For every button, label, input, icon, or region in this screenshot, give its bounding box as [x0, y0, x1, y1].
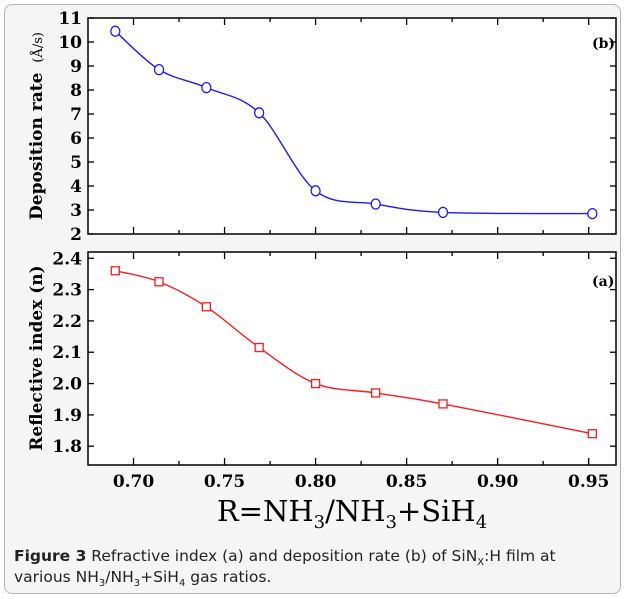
panel-a-x-ticks: 0.70 0.75 0.80 0.85 0.90 0.95	[113, 252, 609, 492]
panel-b-data-point	[153, 63, 165, 76]
panel-a-y-ticks: 1.8 1.9 2.0 2.1 2.2 2.3 2.4	[52, 249, 616, 457]
panel-b-y-tick-label: 11	[58, 9, 82, 29]
x-axis-title-part2: /NH	[325, 494, 385, 528]
panel-a-y-tick-label: 2.3	[52, 281, 82, 301]
x-tick-label: 0.95	[568, 472, 609, 492]
panel-a: 1.81.92.02.12.22.32.4 0.70 0.75 0.80 0.85 0.…	[27, 249, 617, 492]
caption-text-3: /NH	[105, 568, 134, 586]
x-axis-title-part1: R=NH	[217, 494, 314, 528]
x-axis-title-sub3: 4	[476, 512, 487, 533]
panel-a-data-point	[438, 399, 448, 409]
x-axis-title-sub1: 3	[314, 512, 325, 533]
panel-b-data-point	[587, 207, 598, 220]
panel-b-y-axis-title-main: Deposition rate	[27, 72, 47, 220]
x-tick-label: 0.80	[295, 472, 337, 492]
x-tick-label: 0.70	[113, 472, 155, 492]
figure-caption: Figure 3 Refractive index (a) and deposi…	[14, 546, 614, 590]
caption-text-2: :H film at various NH	[14, 547, 556, 586]
panel-a-data-point	[310, 378, 321, 389]
panel-b: 2 3 4 5 6 7 8 9 10 11 (b) Deposition rate (Å/s)	[27, 9, 617, 245]
panel-b-plot-area	[87, 17, 617, 235]
caption-sub-b: 3	[133, 578, 141, 590]
panel-b-y-tick-label: 3	[70, 201, 82, 221]
caption-text-1: Refractive index (a) and deposition rate…	[86, 547, 478, 565]
caption-text-5: gas ratios.	[185, 568, 272, 586]
panel-a-y-tick-label: 1.8	[52, 437, 82, 457]
panel-a-data-points	[110, 266, 597, 439]
panel-b-data-point	[310, 185, 321, 197]
panel-b-data-point	[201, 81, 212, 94]
panel-a-y-tick-label: 2.4	[52, 249, 82, 269]
panel-a-data-point	[587, 429, 597, 439]
panel-b-y-tick-label: 6	[70, 129, 82, 149]
panel-b-data-point	[437, 206, 449, 219]
x-axis-title-part3: +SiH	[397, 494, 476, 528]
caption-label: Figure 3	[14, 547, 87, 565]
panel-a-label: (a)	[592, 274, 614, 290]
panel-a-series-line	[115, 270, 593, 435]
x-axis-title-sub2: 3	[386, 512, 397, 533]
panel-b-data-point	[370, 198, 381, 210]
x-tick-label: 0.85	[386, 472, 427, 492]
x-tick-label: 0.90	[477, 472, 519, 492]
x-axis-title: R=NH3/NH3+SiH4	[217, 494, 487, 533]
panel-b-y-tick-label: 7	[70, 105, 82, 125]
panel-a-y-tick-label: 1.9	[52, 406, 82, 426]
caption-sub-c: 4	[178, 578, 186, 590]
panel-a-y-axis-title: Reflective index (n)	[27, 265, 47, 450]
panel-a-data-point	[371, 388, 381, 398]
panel-b-x-ticks	[132, 18, 590, 234]
panel-b-y-ticks: 2 3 4 5 6 7 8 9 10 11	[58, 9, 616, 245]
panel-b-y-tick-label: 4	[70, 177, 82, 197]
caption-text-4: +SiH	[140, 568, 179, 586]
panel-b-y-tick-label: 2	[70, 225, 82, 245]
caption-sub-a: 3	[98, 578, 106, 590]
panel-b-y-tick-label: 5	[70, 153, 82, 173]
panel-b-data-points	[110, 25, 598, 220]
panel-a-data-point	[201, 302, 211, 312]
caption-sub-x: X	[477, 557, 485, 569]
panel-b-y-axis-title: Deposition rate (Å/s)	[27, 32, 47, 220]
panel-a-y-tick-label: 2.0	[52, 375, 82, 395]
panel-b-y-tick-label: 10	[58, 33, 82, 53]
panel-a-y-tick-label: 2.1	[52, 343, 82, 363]
panel-b-series-line	[114, 30, 593, 215]
panel-b-data-point	[110, 25, 121, 37]
panel-a-data-point	[154, 277, 164, 287]
panel-b-y-axis-title-unit: (Å/s)	[30, 32, 46, 63]
panel-b-y-tick-label: 8	[70, 81, 82, 101]
panel-a-plot-area	[87, 251, 617, 466]
panel-b-label: (b)	[592, 36, 615, 52]
panel-a-y-tick-label: 2.2	[52, 312, 82, 332]
panel-a-data-point	[254, 342, 264, 353]
panel-a-data-point	[110, 266, 120, 276]
panel-b-y-tick-label: 9	[70, 57, 82, 77]
panel-b-data-point	[253, 107, 265, 119]
x-tick-label: 0.75	[204, 472, 245, 492]
